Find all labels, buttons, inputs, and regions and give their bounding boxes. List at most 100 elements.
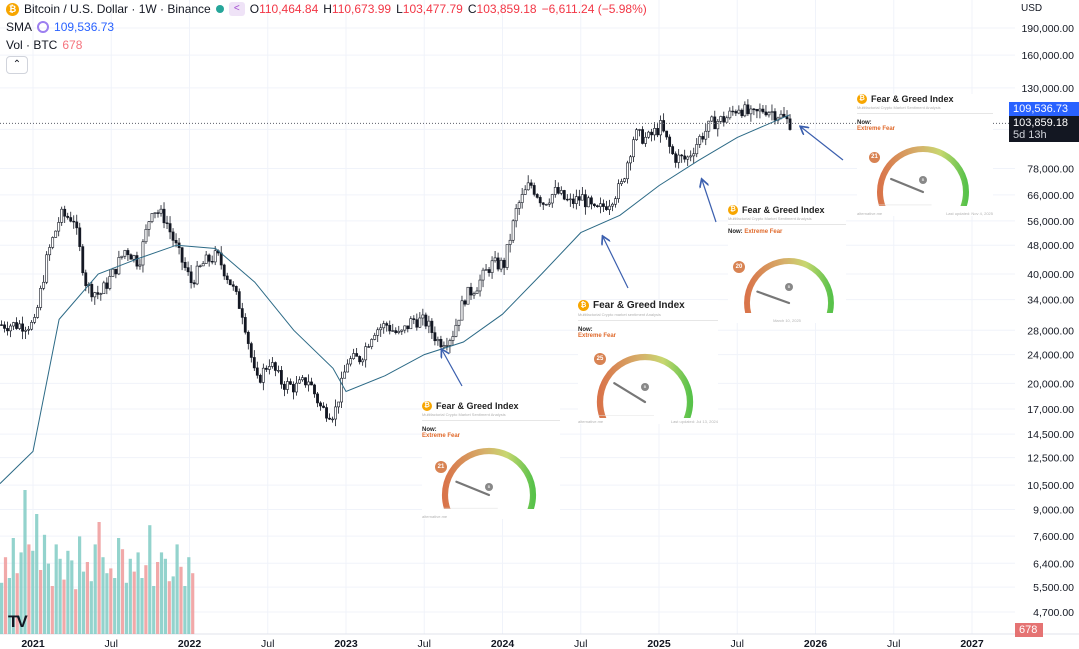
y-tick-label: 56,000.00 <box>1027 216 1074 228</box>
x-tick-label: Jul <box>261 638 274 649</box>
candle <box>665 130 669 140</box>
candle <box>234 285 238 295</box>
candle <box>340 371 343 409</box>
candle <box>78 222 82 252</box>
fg-classification: Extreme Fear <box>744 229 783 235</box>
candle <box>222 263 226 280</box>
candle <box>704 123 708 146</box>
collapse-legend-button[interactable]: ⌃ <box>6 56 28 74</box>
candle <box>376 327 380 342</box>
y-tick-label: 14,500.00 <box>1027 429 1074 441</box>
volume-legend[interactable]: Vol · BTC 678 <box>6 38 82 52</box>
candle <box>445 337 449 351</box>
candle <box>734 109 738 117</box>
volume-bar <box>109 568 113 634</box>
candle <box>475 287 479 294</box>
candle <box>171 228 175 247</box>
candle <box>647 130 650 139</box>
candle <box>213 246 217 266</box>
candle <box>556 182 560 195</box>
currency-label[interactable]: USD <box>1021 3 1043 14</box>
x-tick-label: 2021 <box>21 638 45 649</box>
close-label: C <box>467 2 477 16</box>
candle <box>364 342 368 368</box>
gauge-arc <box>877 146 969 206</box>
candle <box>243 313 247 335</box>
candle <box>565 194 569 202</box>
volume-bar <box>15 573 19 634</box>
fg-subtitle: Multifactorial Crypto market sentiment A… <box>578 312 661 317</box>
volume-bar <box>187 557 191 634</box>
volume-badge: 678 <box>1015 623 1043 637</box>
candle <box>496 252 500 272</box>
bitcoin-icon: ₿ <box>857 94 867 104</box>
fear-greed-card: ₿ Fear & Greed Index Multifactorial Crypt… <box>857 94 993 216</box>
candle <box>162 202 166 229</box>
share-icon[interactable]: < <box>228 2 245 16</box>
candle <box>328 413 331 420</box>
fg-needle-pivot: B <box>785 283 793 291</box>
volume-bar <box>140 578 144 634</box>
candle <box>638 128 641 137</box>
candle <box>204 250 208 264</box>
candle <box>120 255 124 260</box>
candle <box>544 203 548 206</box>
candle <box>198 264 202 268</box>
candle <box>761 104 765 114</box>
sma-legend[interactable]: SMA 109,536.73 <box>6 20 114 34</box>
candle <box>614 196 617 208</box>
volume-bars <box>0 490 195 634</box>
x-tick-label: Jul <box>731 638 744 649</box>
fg-classification: Extreme Fear <box>422 433 461 439</box>
fear-greed-card: ₿ Fear & Greed Index Multifactorial Crypt… <box>422 401 560 519</box>
tradingview-logo[interactable]: TV <box>8 612 28 631</box>
candle <box>114 268 118 279</box>
volume-bar <box>117 538 121 634</box>
fear-greed-card: ₿ Fear & Greed Index Multifactorial Crypt… <box>728 205 846 323</box>
candle <box>596 204 599 208</box>
candle <box>608 199 611 215</box>
x-tick-label: Jul <box>887 638 900 649</box>
candle <box>304 377 307 388</box>
candle <box>737 105 741 115</box>
sma-label: SMA <box>6 20 33 34</box>
volume-value: 678 <box>62 38 83 52</box>
candle <box>388 320 392 335</box>
annotation-arrows <box>442 127 844 387</box>
settings-icon[interactable] <box>37 21 50 33</box>
y-tick-label: 17,000.00 <box>1027 404 1074 416</box>
candle <box>674 151 678 168</box>
volume-bar <box>70 560 74 634</box>
candle <box>535 193 539 199</box>
candle <box>361 357 365 366</box>
candle <box>261 363 265 391</box>
volume-bar <box>93 544 97 634</box>
volume-bar <box>50 586 54 634</box>
volume-bar <box>31 550 35 634</box>
candle <box>695 138 699 158</box>
candle <box>493 250 497 263</box>
candle <box>186 261 190 276</box>
candle <box>731 105 735 116</box>
low-value: 103,477.79 <box>402 2 463 16</box>
candle <box>331 416 334 423</box>
candle <box>424 312 428 330</box>
candle <box>21 316 24 340</box>
candle <box>225 272 229 284</box>
fg-subtitle: Multifactorial Crypto Market Sentiment A… <box>857 105 941 110</box>
fg-score: 21 <box>869 152 880 163</box>
candle <box>605 200 608 211</box>
fg-now-label: Now: <box>857 120 872 126</box>
symbol-title[interactable]: Bitcoin / U.S. Dollar · 1W · Binance <box>24 2 211 16</box>
fg-subtitle: Multifactorial Crypto Market Sentiment A… <box>728 216 812 221</box>
candle <box>589 195 593 210</box>
y-tick-label: 40,000.00 <box>1027 269 1074 281</box>
candle <box>680 153 684 163</box>
candle <box>481 267 485 288</box>
candle <box>144 224 148 244</box>
candle <box>629 154 632 171</box>
candle <box>352 348 356 360</box>
candle <box>289 378 292 386</box>
sma-value: 109,536.73 <box>54 20 115 34</box>
